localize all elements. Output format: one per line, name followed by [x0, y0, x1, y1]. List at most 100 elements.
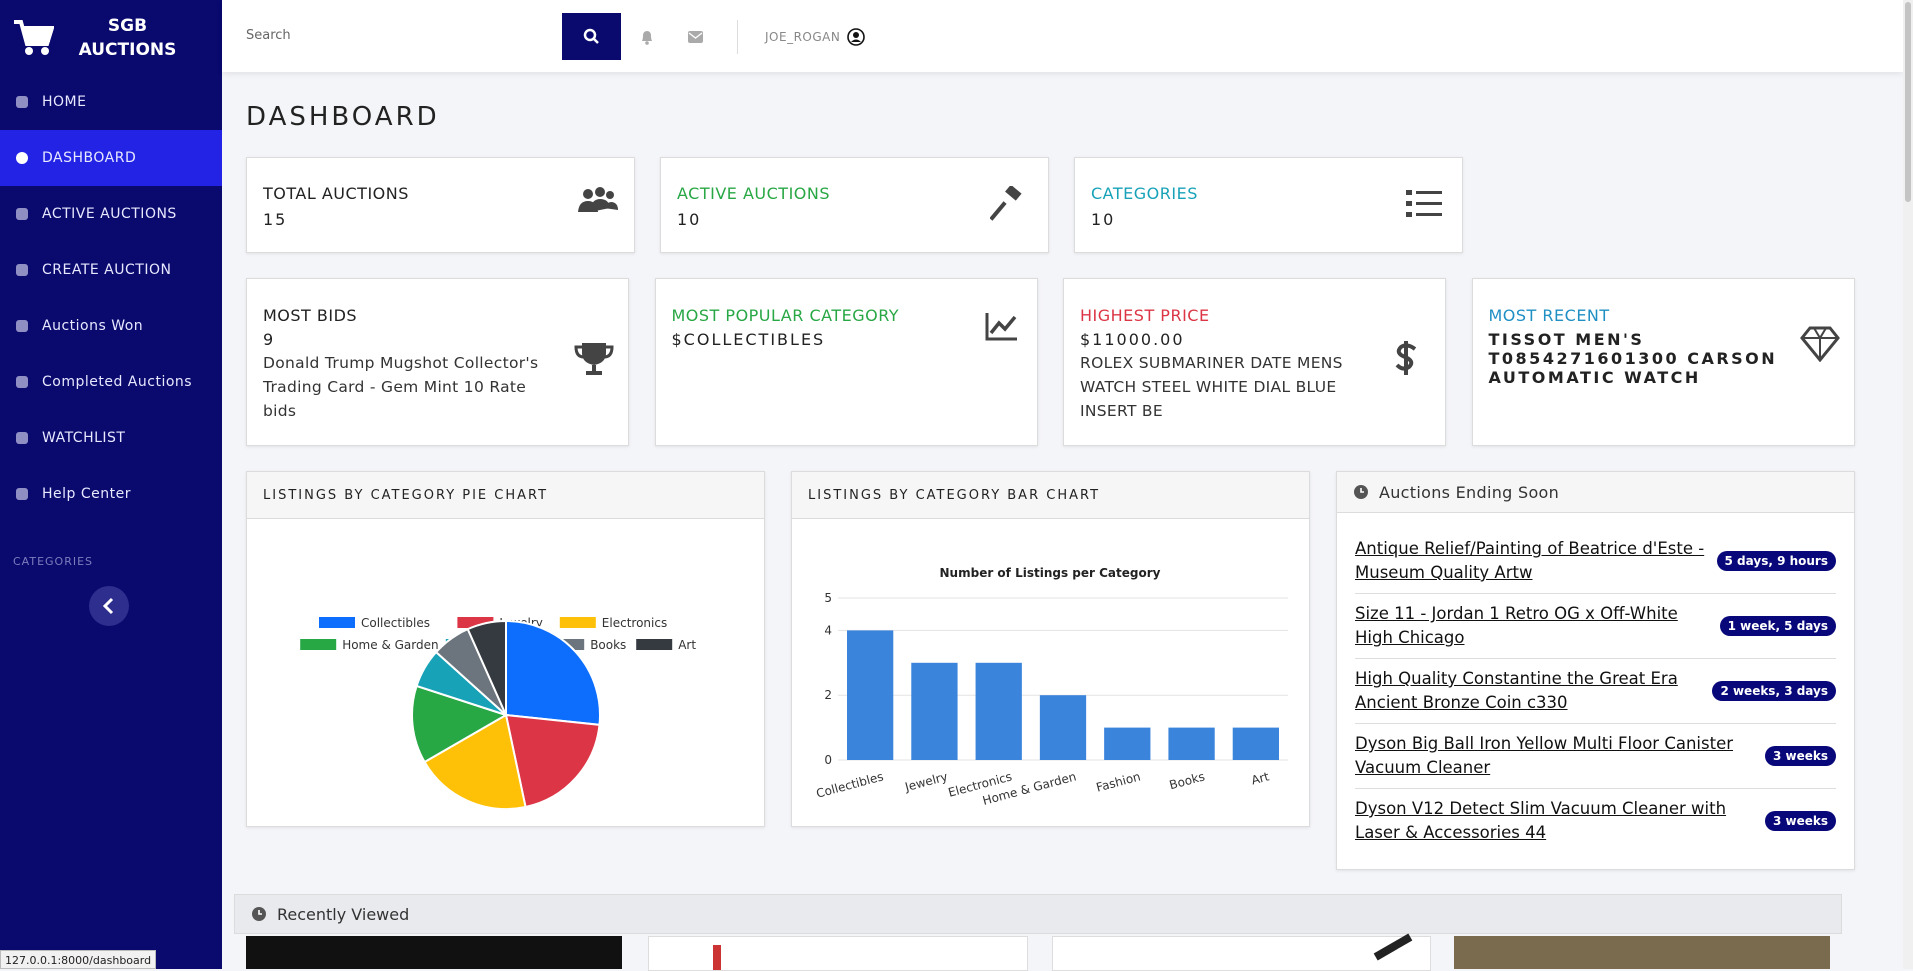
mail-icon[interactable] [688, 31, 703, 43]
highlight-label: HIGHEST PRICE [1080, 306, 1210, 325]
scrollbar[interactable] [1903, 0, 1913, 969]
x-tick-label: Jewelry [903, 769, 950, 794]
thumbnail[interactable] [1454, 936, 1830, 969]
time-badge: 1 week, 5 days [1719, 616, 1836, 636]
stat-icon [990, 186, 1022, 221]
ending-item: Dyson Big Ball Iron Yellow Multi Floor C… [1355, 724, 1836, 789]
legend-swatch [636, 639, 673, 650]
nav-item[interactable]: Auctions Won [0, 298, 222, 354]
highlight-value: 9 [263, 330, 276, 349]
brand-line: SGB [107, 16, 148, 36]
nav-icon [16, 320, 28, 332]
stat-label: CATEGORIES [1091, 184, 1198, 203]
highlight-card: MOST RECENT TISSOT MEN'S T0854271601300 C… [1471, 278, 1855, 446]
search-button[interactable] [562, 13, 621, 60]
highlight-card: HIGHEST PRICE $11000.00 ROLEX SUBMARINER D… [1063, 278, 1446, 446]
pie-slice [505, 619, 601, 726]
x-tick-label: Collectibles [815, 769, 885, 800]
panel-title: Auctions Ending Soon [1379, 482, 1560, 502]
stat-card: CATEGORIES 10 [1074, 157, 1463, 253]
stat-value: 10 [677, 210, 702, 229]
item-link[interactable]: Dyson Big Ball Iron Yellow Multi Floor C… [1355, 734, 1734, 777]
nav-icon [16, 376, 28, 388]
thumb-shape [1373, 933, 1413, 961]
panel-title: LISTINGS BY CATEGORY PIE CHART [247, 472, 764, 519]
item-link[interactable]: Dyson V12 Detect Slim Vacuum Cleaner wit… [1355, 799, 1727, 842]
y-tick-label: 0 [824, 753, 832, 767]
username[interactable]: JOE_ROGAN [765, 30, 841, 44]
legend-swatch [457, 617, 494, 628]
nav-item[interactable]: HOME [0, 74, 222, 130]
nav-label: Auctions Won [42, 318, 144, 334]
nav-item[interactable]: ACTIVE AUCTIONS [0, 186, 222, 242]
time-badge: 2 weeks, 3 days [1712, 681, 1836, 701]
divider [737, 20, 738, 54]
time-badge: 3 weeks [1764, 746, 1836, 766]
user-icon[interactable] [847, 28, 865, 46]
highlight-card: MOST BIDS 9 Donald Trump Mugshot Collector… [246, 278, 629, 446]
highlight-value: $11000.00 [1080, 330, 1185, 349]
pie-slice [466, 619, 507, 716]
chart-subtitle: Number of Listings per Category [940, 566, 1161, 580]
highlight-value: TISSOT MEN'S T0854271601300 CARSON AUTOM… [1488, 330, 1778, 387]
legend-label: Collectibles [361, 616, 430, 630]
brand: SGB AUCTIONS [70, 14, 185, 62]
stat-card: ACTIVE AUCTIONS 10 [660, 157, 1049, 253]
legend-label: Electronics [602, 616, 667, 630]
bar [975, 662, 1022, 760]
nav-item[interactable]: CREATE AUCTION [0, 242, 222, 298]
item-link[interactable]: Antique Relief/Painting of Beatrice d'Es… [1355, 539, 1705, 582]
highlight-icon [1395, 341, 1417, 375]
nav-item[interactable]: Completed Auctions [0, 354, 222, 410]
bar [1104, 727, 1151, 760]
nav-icon [16, 264, 28, 276]
bar [1168, 727, 1215, 760]
brand-line: AUCTIONS [78, 40, 177, 60]
search-input[interactable]: Search [246, 28, 291, 43]
nav-icon [16, 432, 28, 444]
bar [847, 630, 894, 760]
bar-panel: LISTINGS BY CATEGORY BAR CHART Number of… [791, 471, 1310, 827]
stat-value: 15 [263, 210, 288, 229]
topbar: Search JOE_ROGAN [222, 0, 1903, 72]
nav-item[interactable]: WATCHLIST [0, 410, 222, 466]
bar [911, 662, 958, 760]
highlight-label: MOST POPULAR CATEGORY [671, 306, 900, 325]
pie-slice [411, 684, 509, 764]
nav-item[interactable]: DASHBOARD [0, 130, 222, 186]
bar [1232, 727, 1279, 760]
thumbnail[interactable] [648, 936, 1028, 971]
stat-card: TOTAL AUCTIONS 15 [246, 157, 635, 253]
bar-chart: Number of Listings per Category 0 2 4 5 Colle… [815, 566, 1288, 808]
thumbnail[interactable] [1052, 933, 1431, 971]
ending-item: High Quality Constantine the Great Era A… [1355, 659, 1836, 724]
clock-icon [252, 907, 266, 921]
nav-item[interactable]: Help Center [0, 466, 222, 522]
pie-slice [504, 713, 601, 809]
item-link[interactable]: Size 11 - Jordan 1 Retro OG x Off-White … [1355, 604, 1678, 647]
bell-icon[interactable] [640, 29, 654, 45]
stat-label: ACTIVE AUCTIONS [677, 184, 831, 203]
thumbnail[interactable] [246, 936, 622, 969]
page-title: DASHBOARD [246, 102, 440, 132]
y-tick-label: 4 [824, 623, 832, 637]
highlight-label: MOST RECENT [1488, 306, 1610, 325]
stat-label: TOTAL AUCTIONS [263, 184, 409, 203]
legend-label: Home & Garden [342, 638, 438, 652]
nav-icon [16, 208, 28, 220]
collapse-button[interactable] [89, 586, 129, 626]
nav-label: HOME [42, 94, 87, 110]
item-link[interactable]: High Quality Constantine the Great Era A… [1355, 669, 1678, 712]
bar [1039, 695, 1087, 760]
scroll-thumb[interactable] [1905, 2, 1911, 202]
nav-icon [16, 488, 28, 500]
section-title: Recently Viewed [277, 904, 410, 924]
legend-swatch [559, 617, 596, 628]
ending-item: Dyson V12 Detect Slim Vacuum Cleaner wit… [1355, 789, 1836, 853]
highlight-detail: Donald Trump Mugshot Collector's Trading… [263, 354, 539, 420]
categories-label: CATEGORIES [13, 555, 94, 568]
legend-label: Books [590, 638, 626, 652]
clock-icon [1354, 485, 1368, 499]
legend-swatch [300, 639, 337, 650]
